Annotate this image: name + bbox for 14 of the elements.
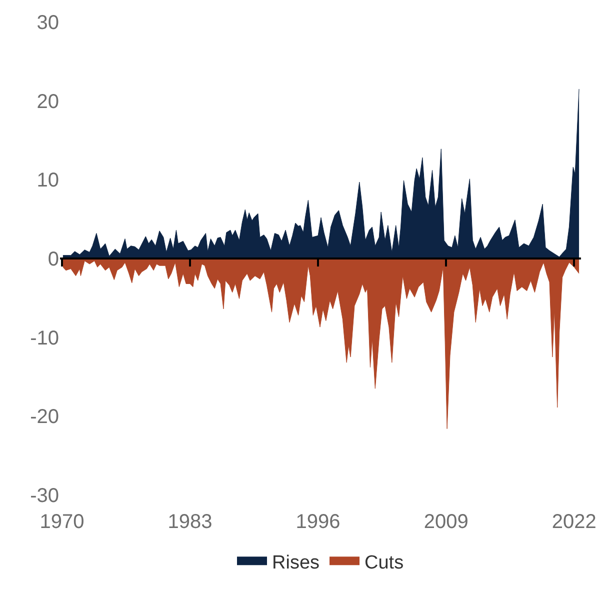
legend-label: Rises <box>272 552 320 574</box>
y-tick-label: -20 <box>30 406 59 428</box>
x-tick-label: 2009 <box>424 511 468 533</box>
x-tick-label: 1970 <box>40 511 84 533</box>
y-tick-label: -30 <box>30 485 59 507</box>
x-tick-label: 2022 <box>552 511 596 533</box>
x-tick-label: 1983 <box>168 511 212 533</box>
x-tick-label: 1996 <box>296 511 340 533</box>
y-tick-label: 20 <box>36 90 59 113</box>
y-tick-label: 10 <box>36 170 59 192</box>
y-tick-label: 30 <box>36 12 59 34</box>
legend-label: Cuts <box>364 552 404 574</box>
y-tick-label: -10 <box>30 327 59 350</box>
y-tick-label: 0 <box>48 248 59 270</box>
